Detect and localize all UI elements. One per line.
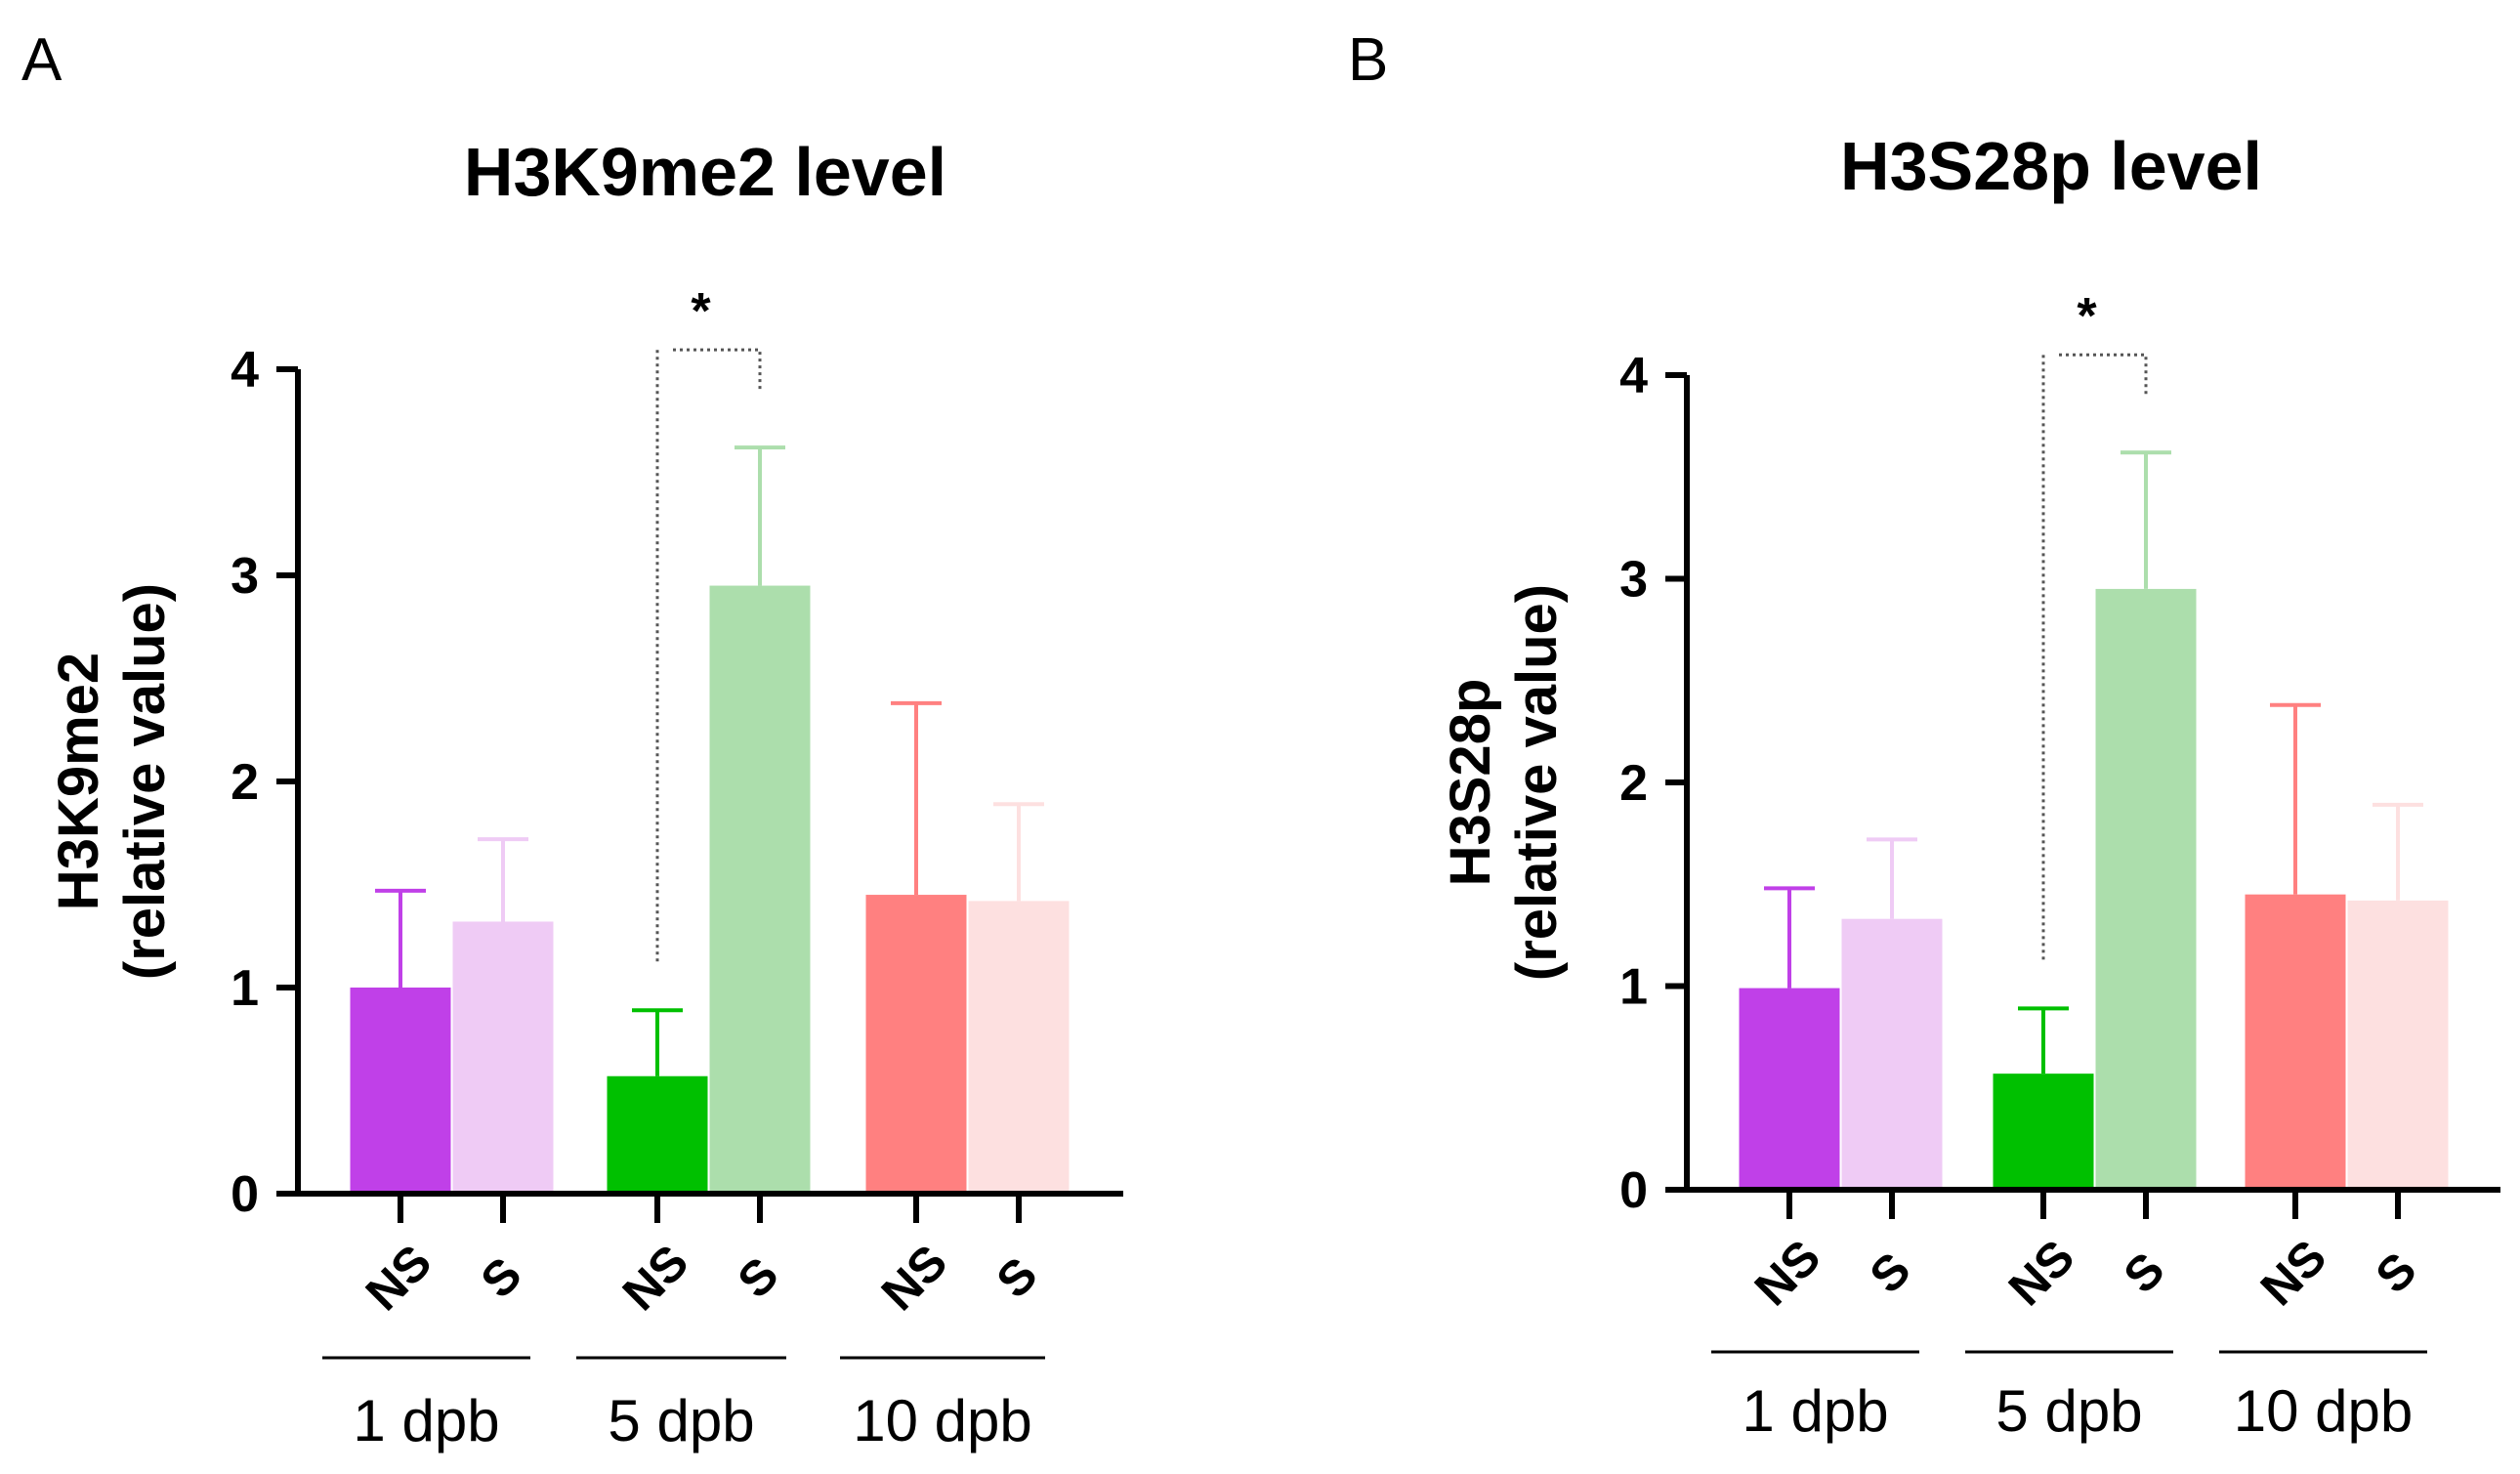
group-label: 5 dpb xyxy=(608,1388,754,1453)
panel-b: B H3S28p level H3S28p (relative value) * 0 1 2 3… xyxy=(1348,26,2500,1444)
y-tick-label: 2 xyxy=(231,754,259,811)
bar xyxy=(607,1075,708,1194)
y-tick-label: 1 xyxy=(1619,959,1648,1016)
y-axis-sublabel: (relative value) xyxy=(113,583,177,980)
significance-star: * xyxy=(691,283,711,340)
category-label: NS xyxy=(356,1235,442,1322)
y-tick-label: 0 xyxy=(1619,1162,1648,1219)
y-tick-label: 1 xyxy=(231,960,259,1017)
bar xyxy=(2095,588,2197,1190)
y-tick-label: 3 xyxy=(1619,552,1648,609)
group-label: 10 dpb xyxy=(853,1388,1032,1453)
category-label: S xyxy=(470,1246,531,1308)
y-tick-label: 2 xyxy=(1619,755,1648,812)
category-label: NS xyxy=(612,1235,699,1322)
group-label: 1 dpb xyxy=(353,1388,499,1453)
category-label: S xyxy=(1859,1242,1920,1303)
significance-bracket xyxy=(2041,353,2148,960)
chart-title: H3S28p level xyxy=(1840,128,2262,204)
y-axis-label: H3K9me2 xyxy=(47,653,110,910)
bar xyxy=(1841,918,1943,1190)
y-tick-label: 0 xyxy=(231,1166,259,1223)
bar xyxy=(865,895,967,1194)
panel-letter: B xyxy=(1348,26,1388,94)
y-tick-label: 3 xyxy=(231,548,259,605)
bar xyxy=(1993,1074,2094,1190)
bar xyxy=(2347,900,2449,1190)
significance-star: * xyxy=(2077,288,2097,345)
category-label: NS xyxy=(871,1235,958,1322)
group-label: 5 dpb xyxy=(1995,1378,2142,1444)
y-axis-sublabel: (relative value) xyxy=(1505,584,1569,981)
bar xyxy=(2245,894,2346,1190)
y-axis-label: H3S28p xyxy=(1439,679,1502,887)
category-label: NS xyxy=(1744,1230,1831,1317)
group-label: 10 dpb xyxy=(2234,1378,2414,1444)
bar xyxy=(350,988,451,1194)
category-label: S xyxy=(986,1246,1047,1308)
category-label: S xyxy=(2113,1242,2174,1303)
panel-a: A H3K9me2 level H3K9me2 (relative value) * 0 1… xyxy=(21,26,1123,1453)
bar xyxy=(968,901,1070,1194)
category-label: NS xyxy=(1998,1230,2085,1317)
category-label: S xyxy=(2365,1242,2426,1303)
bar xyxy=(452,921,554,1194)
category-label: NS xyxy=(2250,1230,2337,1317)
panel-letter: A xyxy=(21,26,63,94)
bar xyxy=(709,585,811,1194)
group-label: 1 dpb xyxy=(1742,1378,1888,1444)
y-tick-label: 4 xyxy=(1619,348,1648,404)
significance-bracket xyxy=(655,348,762,962)
y-tick-label: 4 xyxy=(231,342,259,399)
category-label: S xyxy=(727,1246,788,1308)
bar xyxy=(1739,988,1840,1190)
chart-title: H3K9me2 level xyxy=(464,134,946,210)
